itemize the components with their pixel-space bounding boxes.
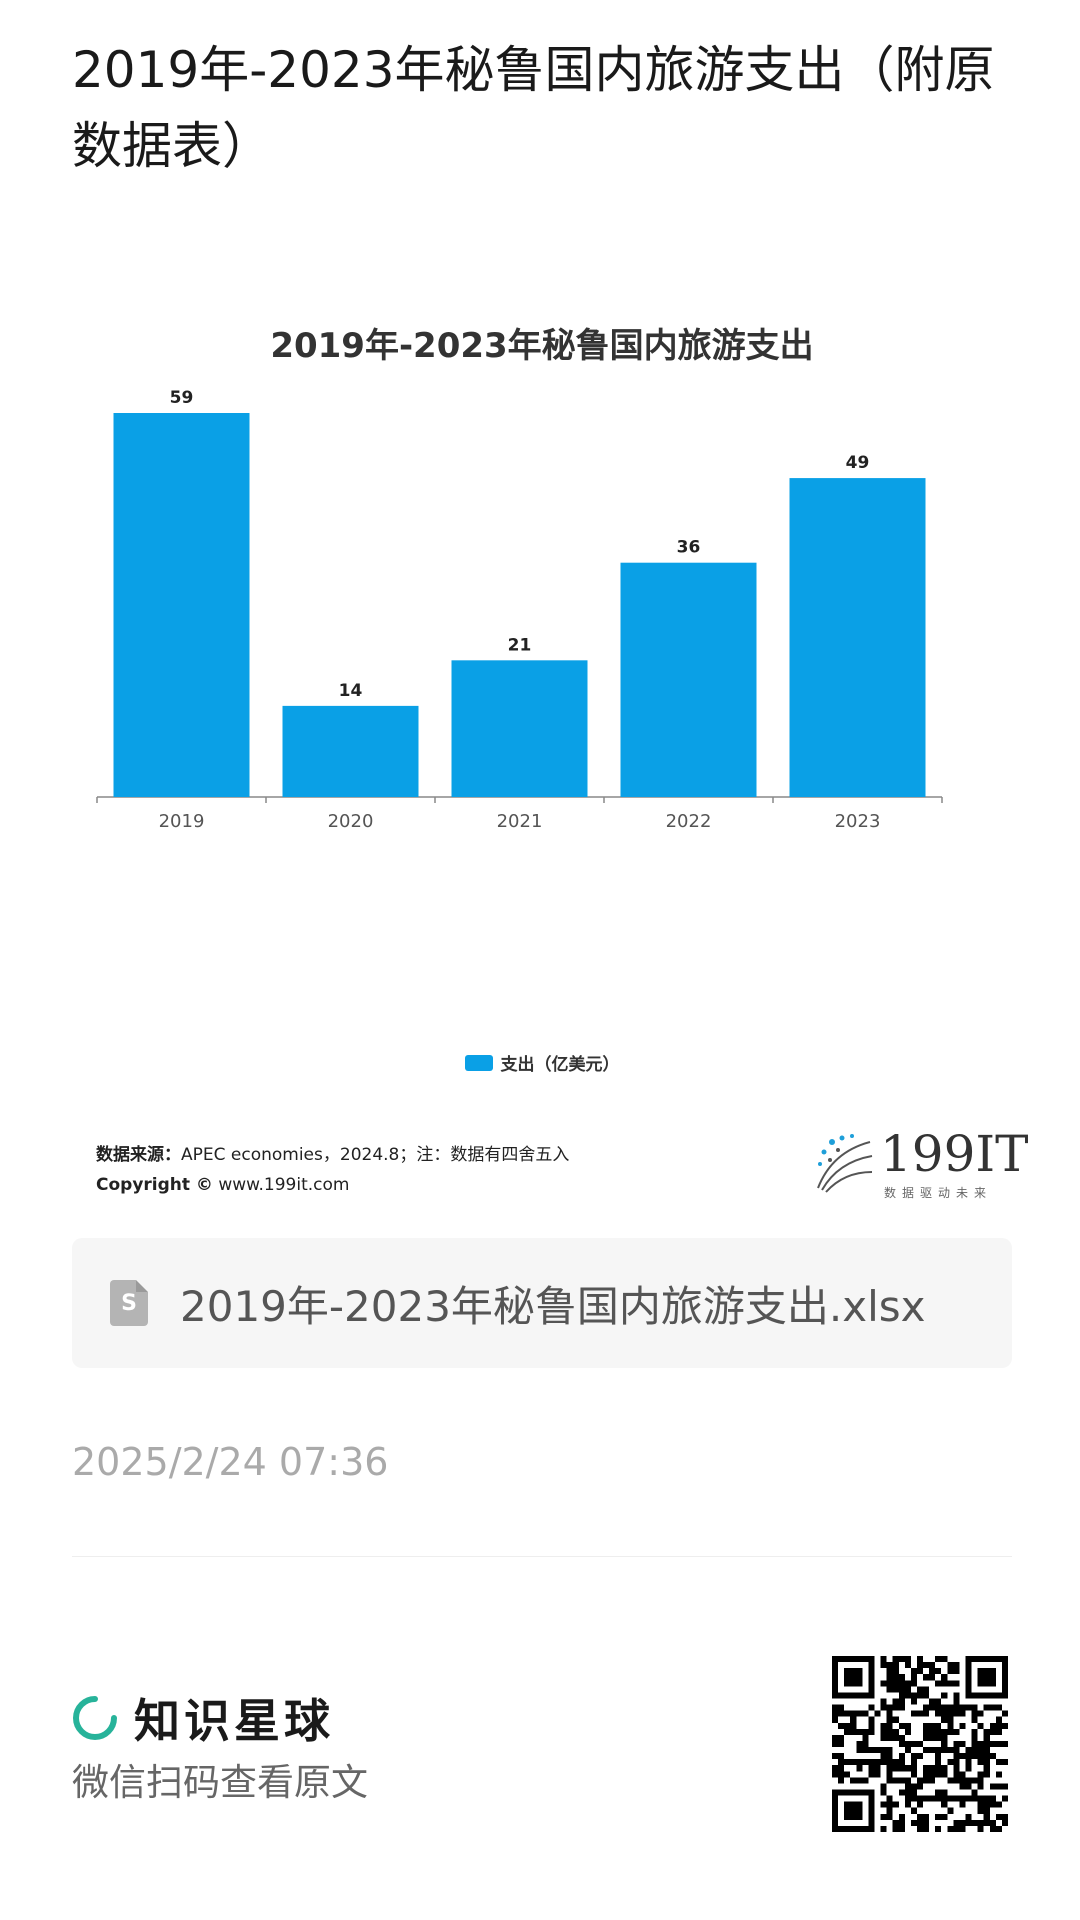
x-tick-label-2022: 2022 [666, 811, 712, 832]
divider [72, 1556, 1012, 1557]
data-label-2019: 59 [170, 388, 194, 408]
x-tick-label-2020: 2020 [328, 811, 374, 832]
data-source: 数据来源：APEC economies，2024.8；注：数据有四舍五入 Cop… [96, 1140, 569, 1200]
x-tick-label-2019: 2019 [159, 811, 205, 832]
bar-chart: 59 2019 14 2020 21 2021 36 2022 49 2023 [96, 388, 943, 832]
qr-modules [832, 1656, 1008, 1832]
data-label-2021: 21 [508, 635, 532, 655]
attachment-file[interactable]: S 2019年-2023年秘鲁国内旅游支出.xlsx [72, 1238, 1012, 1368]
zsxq-logo-icon [73, 1696, 117, 1740]
qr-code-icon[interactable] [832, 1656, 1008, 1832]
legend-label: 支出（亿美元） [500, 1055, 620, 1075]
file-name: 2019年-2023年秘鲁国内旅游支出.xlsx [180, 1281, 926, 1331]
bar-2020 [282, 705, 419, 797]
logo-tagline: 数据驱动未来 [884, 1186, 993, 1200]
publish-timestamp: 2025/2/24 07:36 [72, 1440, 389, 1484]
zsxq-brand: 知识星球 [72, 1685, 334, 1751]
logo-text: 199IT [880, 1125, 1029, 1183]
spreadsheet-file-icon: S [110, 1280, 148, 1326]
source-label: 数据来源： [96, 1145, 181, 1165]
bar-2023 [789, 478, 926, 797]
chart-legend: 支出（亿美元） [72, 1050, 1012, 1075]
scan-hint: 微信扫码查看原文 [72, 1761, 368, 1804]
copyright-label: Copyright © [96, 1175, 213, 1195]
chart-title: 2019年-2023年秘鲁国内旅游支出 [270, 326, 814, 366]
page-title: 2019年-2023年秘鲁国内旅游支出（附原数据表） [72, 41, 995, 175]
data-label-2023: 49 [846, 453, 870, 473]
bar-2019 [113, 413, 250, 797]
199it-logo: 199IT 数据驱动未来 [812, 1126, 1029, 1206]
x-tick-label-2023: 2023 [835, 811, 881, 832]
bar-2021 [451, 660, 588, 797]
source-text: APEC economies，2024.8；注：数据有四舍五入 [181, 1145, 570, 1165]
chart-card: 2019年-2023年秘鲁国内旅游支出 59 2019 14 2020 21 2021 36… [72, 290, 1029, 1220]
x-tick-label-2021: 2021 [497, 811, 543, 832]
data-label-2020: 14 [339, 681, 363, 701]
data-label-2022: 36 [677, 538, 701, 558]
brand-name: 知识星球 [134, 1694, 334, 1748]
logo-mark-icon [817, 1134, 873, 1193]
legend-swatch [464, 1054, 493, 1071]
bar-2022 [620, 562, 757, 797]
copyright-text: www.199it.com [218, 1175, 350, 1195]
